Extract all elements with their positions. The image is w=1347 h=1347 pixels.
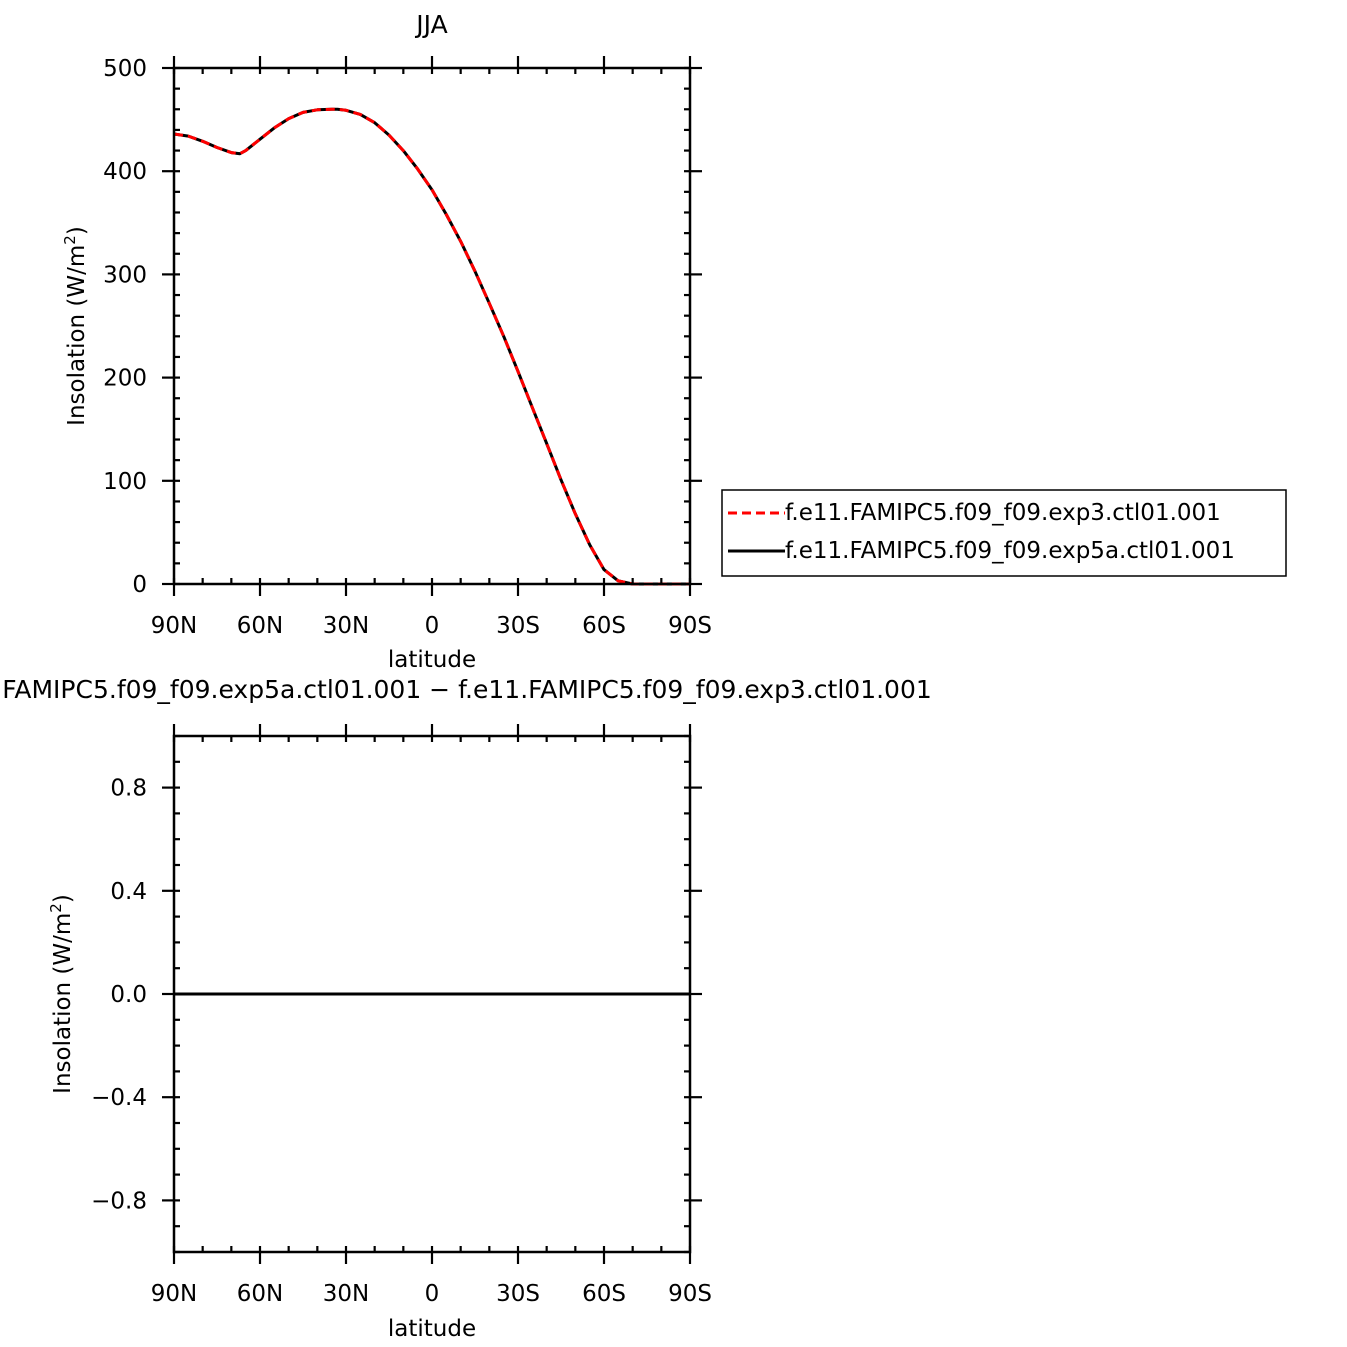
y-tick-label: −0.4 (91, 1085, 147, 1111)
y-tick-labels: 0 100 200 300 400 500 (103, 56, 147, 598)
x-tick-label: 30S (496, 613, 540, 639)
y-axis-label-units: (W/m (64, 245, 90, 307)
series-line-1 (173, 107, 690, 586)
x-tick-label: 60N (237, 613, 283, 639)
difference-line-chart: f.e11.FAMIPC5.f09_f09.exp5a.ctl01.001 − … (0, 675, 932, 1342)
x-tick-labels: 90N 60N 30N 0 30S 60S 90S (151, 613, 712, 639)
chart-title: JJA (414, 10, 447, 39)
series-line-2 (173, 107, 690, 586)
x-tick-label: 30N (323, 1281, 369, 1307)
x-tick-label: 0 (425, 1281, 440, 1307)
y-tick-label: 200 (103, 366, 147, 392)
plot-lines (173, 107, 690, 586)
x-tick-label: 60S (582, 613, 626, 639)
legend-label-series1: f.e11.FAMIPC5.f09_f09.exp3.ctl01.001 (785, 500, 1221, 526)
x-tick-label: 30S (496, 1281, 540, 1307)
y-tick-label: 0.0 (110, 982, 147, 1008)
x-axis-label: latitude (388, 1316, 476, 1342)
x-tick-label: 60N (237, 1281, 283, 1307)
x-tick-label: 30N (323, 613, 369, 639)
y-axis-label-close: ) (50, 894, 76, 903)
x-tick-label: 90N (151, 1281, 197, 1307)
chart-title: f.e11.FAMIPC5.f09_f09.exp5a.ctl01.001 − … (0, 675, 932, 704)
y-axis-label-units: (W/m (50, 913, 76, 975)
axis-ticks (162, 724, 702, 1264)
y-tick-label: −0.8 (91, 1188, 147, 1214)
y-axis-label-superscript: 2 (47, 903, 65, 913)
y-axis-label-close: ) (64, 226, 90, 235)
y-tick-label: 300 (103, 262, 147, 288)
legend: f.e11.FAMIPC5.f09_f09.exp3.ctl01.001 f.e… (721, 489, 1287, 577)
x-tick-label: 0 (425, 613, 440, 639)
y-tick-label: 500 (103, 56, 147, 82)
y-tick-label: 100 (103, 469, 147, 495)
y-axis-label: Insolation (W/m2) (61, 226, 90, 426)
x-tick-label: 60S (582, 1281, 626, 1307)
x-tick-labels: 90N 60N 30N 0 30S 60S 90S (151, 1281, 712, 1307)
y-axis-label-name: Insolation (50, 982, 76, 1094)
legend-box (721, 489, 1287, 577)
legend-label-series2: f.e11.FAMIPC5.f09_f09.exp5a.ctl01.001 (785, 538, 1235, 564)
y-tick-label: 0.4 (110, 879, 147, 905)
x-tick-label: 90N (151, 613, 197, 639)
y-axis-label-superscript: 2 (61, 235, 79, 245)
y-axis-label: Insolation (W/m2) (47, 894, 76, 1094)
insolation-line-chart: JJA 0 100 200 300 400 500 90N 60N 30N 0 30S 60S 90S… (61, 10, 1287, 673)
x-axis-label: latitude (388, 647, 476, 673)
y-tick-label: 400 (103, 159, 147, 185)
y-tick-label: 0 (132, 572, 147, 598)
y-axis-label-name: Insolation (64, 314, 90, 426)
x-tick-label: 90S (668, 1281, 712, 1307)
y-tick-labels: −0.8 −0.4 0.0 0.4 0.8 (91, 776, 147, 1215)
y-tick-label: 0.8 (110, 776, 147, 802)
axis-ticks (162, 56, 702, 596)
x-tick-label: 90S (668, 613, 712, 639)
